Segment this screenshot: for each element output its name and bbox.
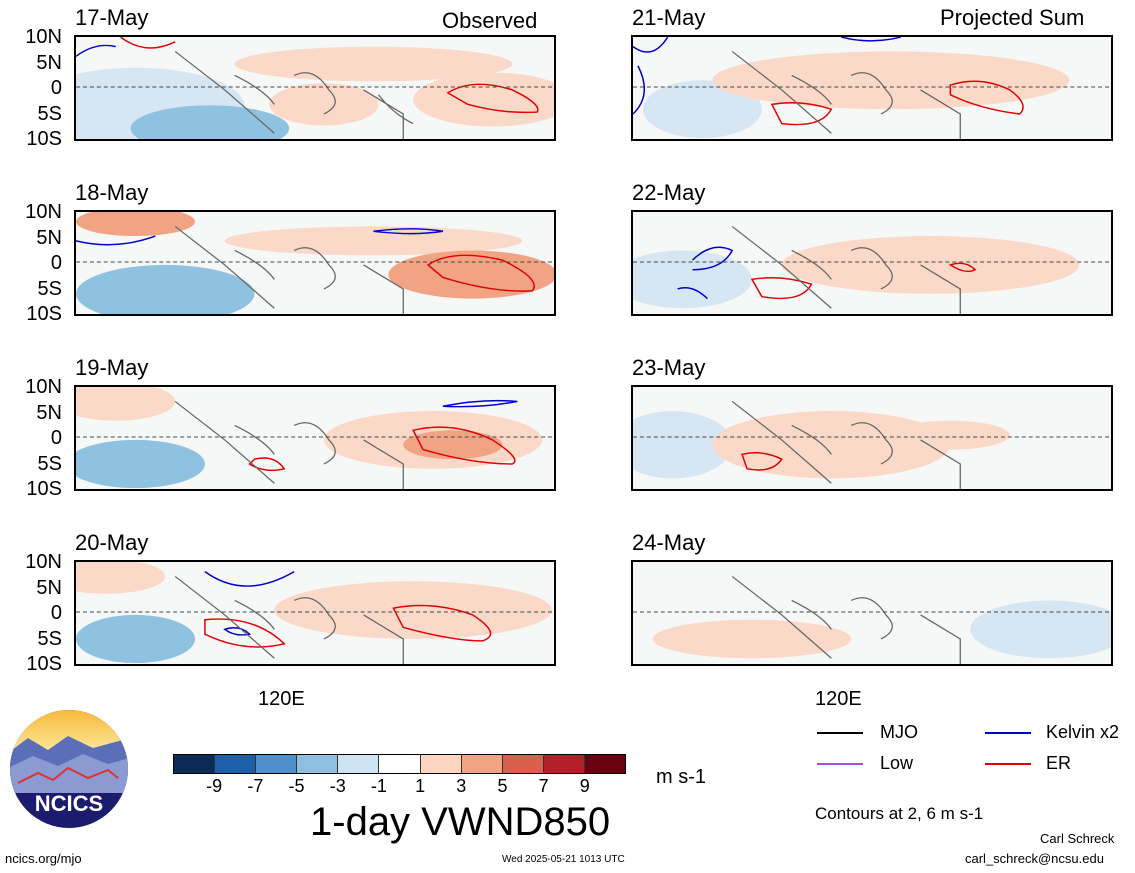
map-17-may bbox=[74, 35, 556, 141]
legend-label-low: Low bbox=[880, 753, 914, 773]
panel-date: 22-May bbox=[632, 180, 706, 205]
lat-label: 5S bbox=[37, 628, 62, 650]
colorbar-swatch bbox=[215, 755, 257, 773]
colorbar-tick: 5 bbox=[497, 776, 508, 796]
map-24-may bbox=[631, 560, 1113, 666]
colorbar-tick: 7 bbox=[538, 776, 549, 796]
map-22-may bbox=[631, 210, 1113, 316]
legend-line-low bbox=[817, 763, 863, 765]
colorbar-swatch bbox=[338, 755, 380, 773]
lat-label: 5N bbox=[36, 402, 62, 424]
colorbar-tick: 9 bbox=[579, 776, 590, 796]
panel-date: 21-May bbox=[632, 5, 706, 30]
lat-label: 10N bbox=[25, 26, 62, 48]
colorbar-swatch bbox=[379, 755, 421, 773]
panel-date: 24-May bbox=[632, 530, 706, 555]
colorbar-swatch bbox=[256, 755, 298, 773]
lat-label: 10N bbox=[25, 201, 62, 223]
contours-note: Contours at 2, 6 m s-1 bbox=[815, 804, 984, 823]
lat-label: 5N bbox=[36, 52, 62, 74]
colorbar-tick: 3 bbox=[456, 776, 467, 796]
legend-line-kelvin bbox=[985, 732, 1031, 734]
colorbar-swatch bbox=[502, 755, 544, 773]
footer-email: carl_schreck@ncsu.edu bbox=[965, 851, 1104, 866]
panel-tag: Projected Sum bbox=[940, 5, 1085, 30]
lat-label: 5S bbox=[37, 453, 62, 475]
colorbar-swatch bbox=[461, 755, 503, 773]
lon-label: 120E bbox=[258, 688, 305, 710]
panel-date: 18-May bbox=[75, 180, 149, 205]
footer-timestamp: Wed 2025-05-21 1013 UTC bbox=[502, 854, 625, 865]
map-21-may bbox=[631, 35, 1113, 141]
lat-label: 10S bbox=[26, 653, 62, 675]
panel-date: 23-May bbox=[632, 355, 706, 380]
footer-author: Carl Schreck bbox=[1040, 831, 1115, 846]
colorbar-tick: -3 bbox=[329, 776, 346, 796]
lat-label: 10N bbox=[25, 376, 62, 398]
lat-label: 5N bbox=[36, 577, 62, 599]
lat-label: 5S bbox=[37, 103, 62, 125]
lat-label: 5N bbox=[36, 227, 62, 249]
colorbar-swatch bbox=[174, 755, 216, 773]
colorbar-swatch bbox=[420, 755, 462, 773]
legend-line-mjo bbox=[817, 732, 863, 734]
panel-tag: Observed bbox=[442, 8, 538, 33]
legend-label-mjo: MJO bbox=[880, 722, 918, 742]
map-18-may bbox=[74, 210, 556, 316]
colorbar-tick: -9 bbox=[206, 776, 223, 796]
lat-label: 0 bbox=[50, 252, 62, 274]
panel-date: 20-May bbox=[75, 530, 149, 555]
legend-label-er: ER bbox=[1046, 753, 1072, 773]
map-23-may bbox=[631, 385, 1113, 491]
colorbar-swatch bbox=[584, 755, 626, 773]
colorbar bbox=[173, 754, 626, 774]
map-19-may bbox=[74, 385, 556, 491]
colorbar-tick: -7 bbox=[247, 776, 264, 796]
colorbar-tick: 1 bbox=[415, 776, 426, 796]
legend-line-er bbox=[985, 763, 1031, 765]
footer-url: ncics.org/mjo bbox=[5, 851, 82, 866]
legend-label-kelvin: Kelvin x2 bbox=[1046, 722, 1120, 742]
colorbar-title: 1-day VWND850 bbox=[310, 800, 611, 844]
colorbar-tick: -5 bbox=[288, 776, 305, 796]
colorbar-swatch bbox=[543, 755, 585, 773]
lat-label: 10S bbox=[26, 478, 62, 500]
lat-label: 10N bbox=[25, 551, 62, 573]
panel-date: 17-May bbox=[75, 5, 149, 30]
colorbar-swatch bbox=[297, 755, 339, 773]
logo-text: NCICS bbox=[35, 791, 103, 816]
lat-label: 10S bbox=[26, 303, 62, 325]
lat-label: 0 bbox=[50, 77, 62, 99]
lat-label: 0 bbox=[50, 602, 62, 624]
lat-label: 10S bbox=[26, 128, 62, 150]
panel-date: 19-May bbox=[75, 355, 149, 380]
lon-label: 120E bbox=[815, 688, 862, 710]
colorbar-units: m s-1 bbox=[656, 766, 706, 788]
lat-label: 5S bbox=[37, 278, 62, 300]
map-20-may bbox=[74, 560, 556, 666]
colorbar-tick: -1 bbox=[370, 776, 387, 796]
lat-label: 0 bbox=[50, 427, 62, 449]
ncics-logo: NCICS bbox=[8, 708, 130, 830]
